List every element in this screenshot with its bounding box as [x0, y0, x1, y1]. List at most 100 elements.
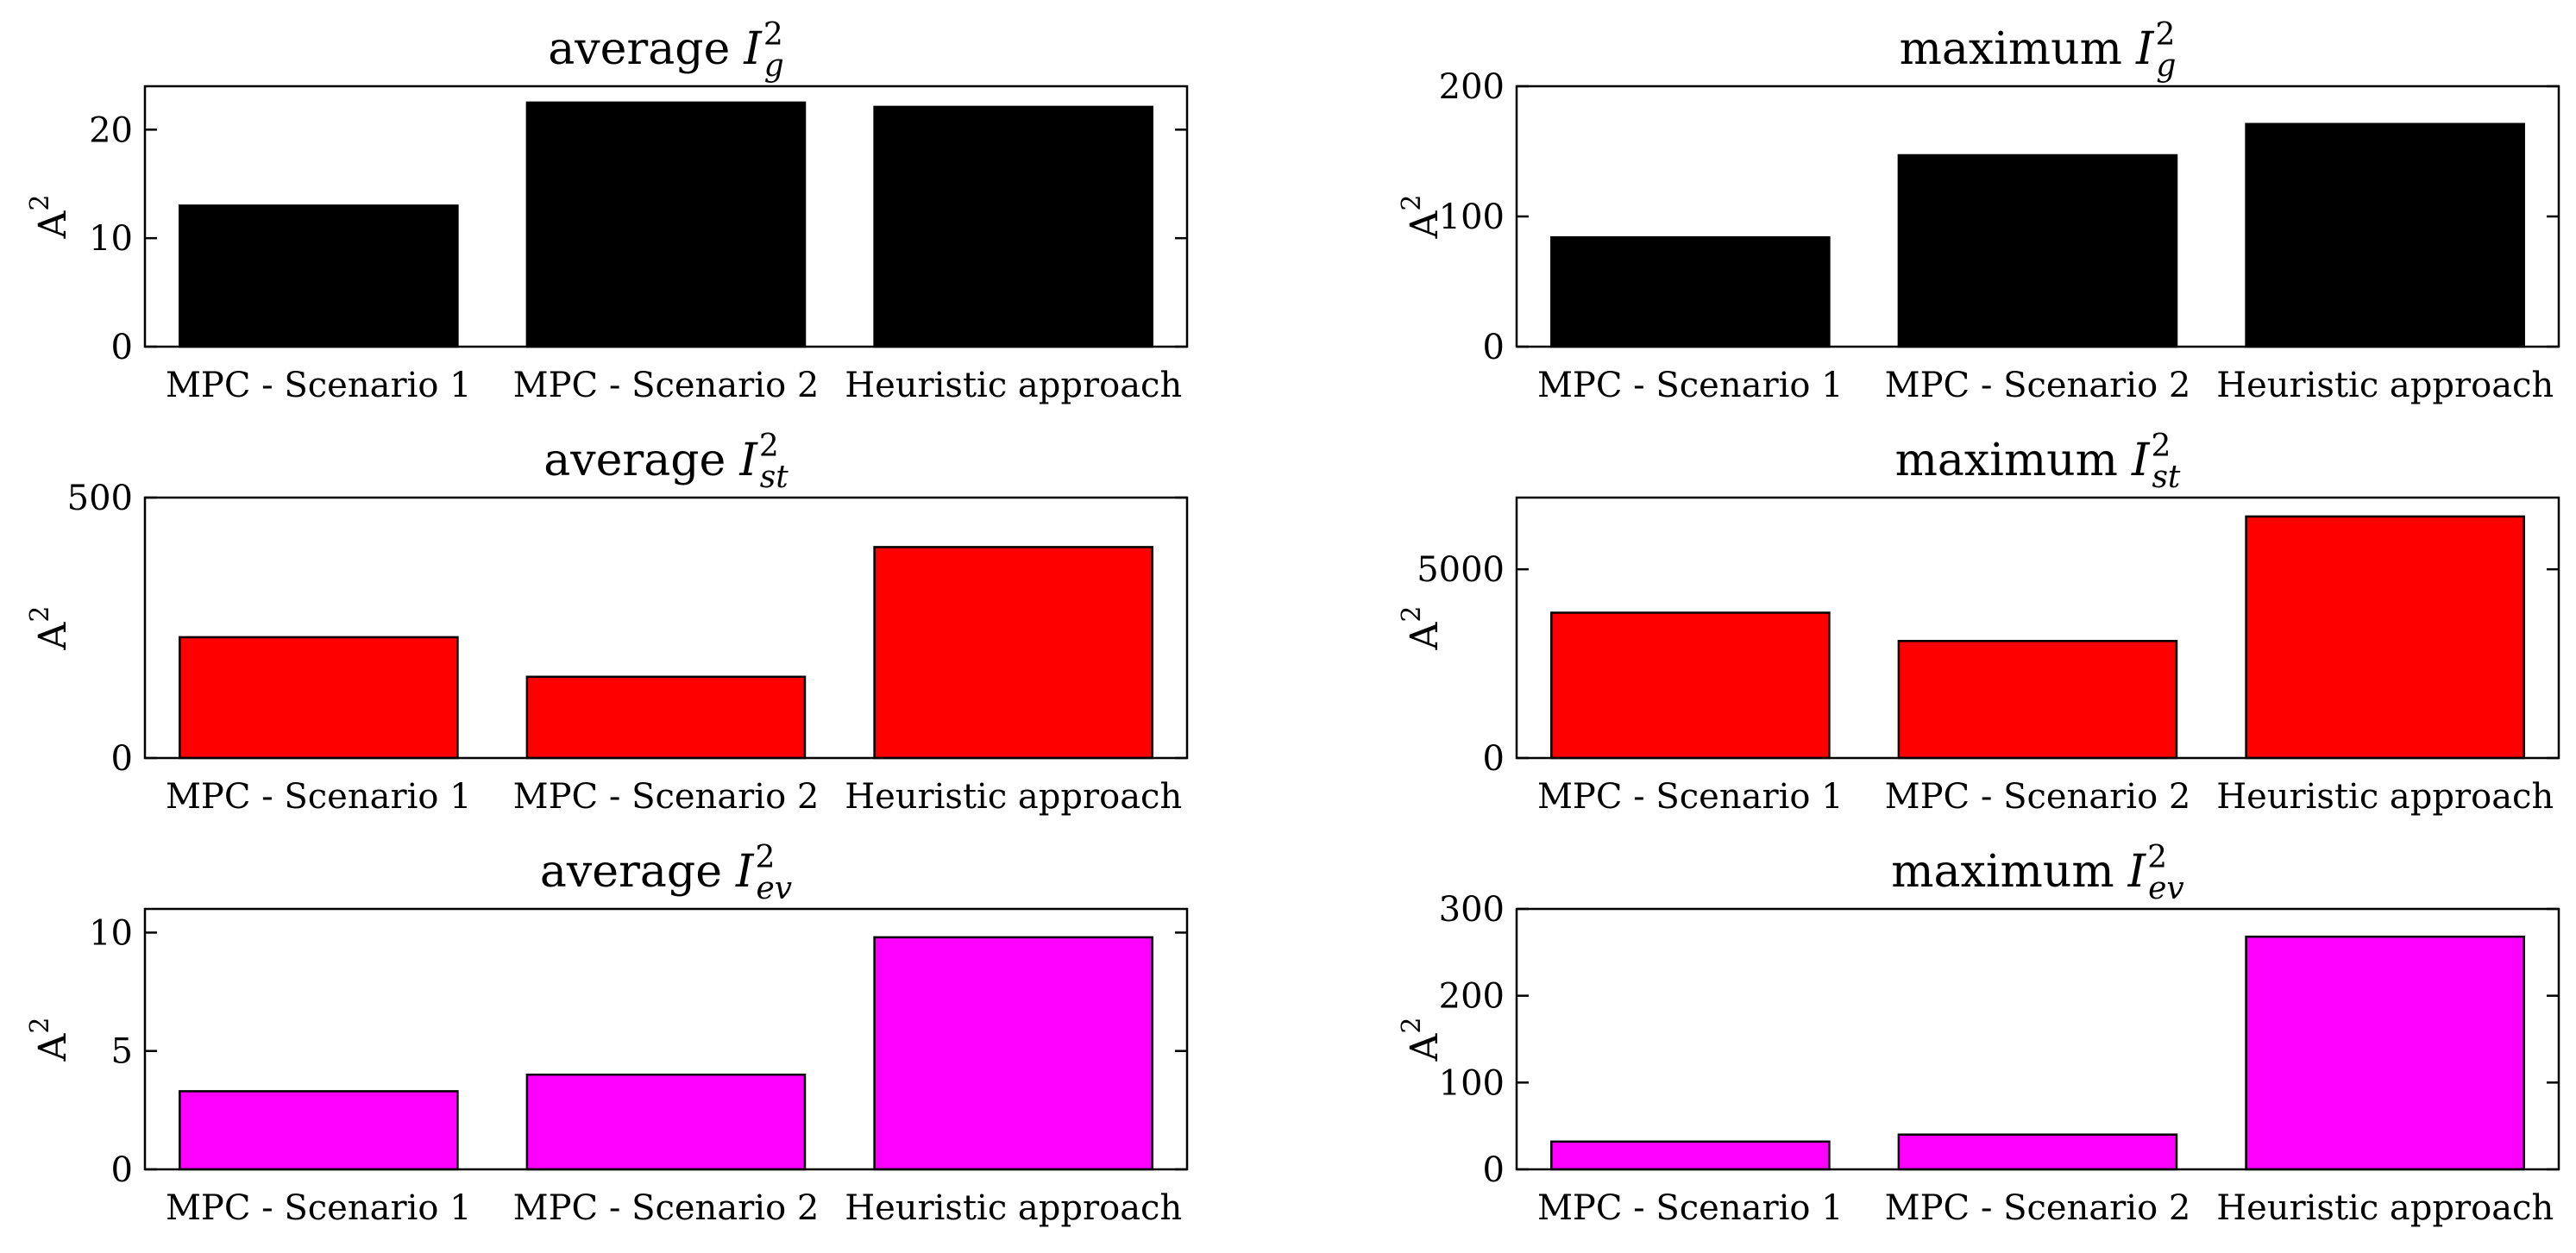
bar-1-3 — [873, 105, 1153, 348]
chart-title-subscript: g — [764, 48, 784, 84]
chart-title-subscript: st — [760, 460, 789, 495]
axes-box — [143, 496, 1189, 760]
y-tick-label: 0 — [1483, 328, 1505, 367]
chart-panel-3: 0 500 MPC - Scenario 1 MPC - Scenario 2 Heur… — [25, 429, 1189, 817]
chart-title-prefix: maximum — [1891, 846, 2114, 898]
bar-5-1 — [179, 1090, 459, 1171]
chart-title-variable: I — [735, 846, 755, 898]
y-tick-label: 100 — [1439, 197, 1505, 237]
chart-title: maximum I2 ev — [1891, 840, 2183, 906]
y-tick-label: 300 — [1439, 890, 1505, 930]
chart-title-prefix: maximum — [1900, 23, 2122, 75]
y-axis-label: A2 — [25, 195, 75, 240]
bar-6-3 — [2245, 935, 2525, 1171]
x-category-label: MPC - Scenario 2 — [513, 777, 820, 817]
chart-title: maximum I2 g — [1900, 17, 2177, 84]
y-axis-label-base: A — [1403, 210, 1447, 239]
axes-box — [143, 85, 1189, 348]
y-axis-label: A2 — [25, 606, 75, 651]
chart-title: average I2 st — [543, 429, 789, 495]
bar-6-1 — [1550, 1140, 1831, 1171]
bar-5-3 — [873, 936, 1153, 1171]
chart-title-variable: I — [738, 435, 758, 486]
y-tick-label: 0 — [111, 739, 133, 779]
bar-2-1 — [1550, 235, 1831, 348]
axes-box — [1515, 907, 2560, 1171]
y-axis-label: A2 — [25, 1018, 75, 1062]
x-category-label: Heuristic approach — [845, 1188, 1182, 1228]
chart-title: average I2 ev — [540, 840, 792, 906]
x-category-label: MPC - Scenario 1 — [166, 1188, 472, 1228]
chart-title-variable: I — [743, 23, 763, 75]
chart-title-prefix: maximum — [1895, 435, 2118, 486]
bar-3-2 — [525, 675, 807, 760]
chart-title-variable: I — [2135, 23, 2155, 75]
y-axis-label-sup: 2 — [1397, 195, 1427, 211]
bar-2-2 — [1897, 153, 2178, 348]
y-axis-label-base: A — [31, 1032, 75, 1062]
x-category-label: MPC - Scenario 1 — [1537, 777, 1844, 817]
axes-box — [143, 907, 1189, 1171]
y-tick-label: 10 — [89, 913, 133, 953]
axes-box — [1515, 496, 2560, 760]
y-tick-label: 5 — [111, 1032, 133, 1072]
x-category-label: Heuristic approach — [2216, 777, 2554, 817]
y-axis-label: A2 — [1397, 1018, 1447, 1062]
x-category-label: Heuristic approach — [845, 777, 1182, 817]
chart-title-variable: I — [2127, 846, 2147, 898]
chart-title-superscript: 2 — [756, 840, 776, 875]
x-category-label: MPC - Scenario 2 — [1885, 1188, 2191, 1228]
x-category-label: Heuristic approach — [845, 366, 1182, 405]
chart-title-subscript: ev — [756, 871, 792, 906]
bar-4-1 — [1550, 611, 1831, 760]
chart-panel-1: 0 10 20 MPC - Scenario 1 MPC - Scenario 2 Heu… — [25, 17, 1189, 405]
bar-1-2 — [525, 101, 807, 348]
bar-6-2 — [1897, 1133, 2178, 1171]
chart-title-variable: I — [2131, 435, 2151, 486]
x-category-label: MPC - Scenario 1 — [1537, 366, 1844, 405]
chart-title-superscript: 2 — [2155, 17, 2175, 53]
y-axis-label-sup: 2 — [1397, 606, 1427, 623]
chart-panel-6: 0 100 200 300 MPC - Scenario 1 MPC - Scenario… — [1397, 840, 2560, 1228]
y-axis-label-base: A — [31, 621, 75, 650]
x-category-label: Heuristic approach — [2216, 1188, 2554, 1228]
y-tick-label: 500 — [67, 479, 133, 518]
x-category-label: MPC - Scenario 2 — [1885, 777, 2191, 817]
bar-4-2 — [1897, 640, 2178, 760]
y-axis-label: A2 — [1397, 195, 1447, 240]
chart-panel-4: 0 5000 MPC - Scenario 1 MPC - Scenario 2 Heu… — [1397, 429, 2560, 817]
chart-panel-2: 0 100 200 MPC - Scenario 1 MPC - Scenario 2 H… — [1397, 17, 2560, 405]
y-axis-label-base: A — [31, 210, 75, 239]
chart-title-prefix: average — [540, 846, 722, 898]
chart-title-superscript: 2 — [759, 429, 779, 464]
y-tick-label: 5000 — [1417, 550, 1505, 590]
y-axis-label-base: A — [1403, 1032, 1447, 1062]
chart-title-subscript: ev — [2148, 871, 2184, 906]
chart-title: maximum I2 st — [1895, 429, 2181, 495]
x-category-label: MPC - Scenario 1 — [166, 366, 472, 405]
bar-1-1 — [179, 204, 459, 348]
chart-title-subscript: g — [2156, 48, 2176, 84]
y-tick-label: 0 — [1483, 1150, 1505, 1190]
chart-title: average I2 g — [548, 17, 784, 84]
y-tick-label: 0 — [1483, 739, 1505, 779]
x-category-label: MPC - Scenario 1 — [166, 777, 472, 817]
y-axis-label-sup: 2 — [25, 195, 55, 211]
y-axis-label-sup: 2 — [1397, 1018, 1427, 1034]
x-category-label: Heuristic approach — [2216, 366, 2554, 405]
x-category-label: MPC - Scenario 2 — [513, 1188, 820, 1228]
y-tick-label: 0 — [111, 1150, 133, 1190]
y-axis-label: A2 — [1397, 606, 1447, 651]
bar-3-3 — [873, 546, 1153, 760]
bar-2-3 — [2245, 122, 2525, 348]
chart-title-superscript: 2 — [2152, 429, 2171, 464]
bar-3-1 — [179, 636, 459, 760]
x-category-label: MPC - Scenario 2 — [513, 366, 820, 405]
chart-title-prefix: average — [543, 435, 726, 486]
y-tick-label: 100 — [1439, 1063, 1505, 1103]
bar-4-3 — [2245, 515, 2525, 760]
y-tick-label: 10 — [89, 219, 133, 259]
y-tick-label: 200 — [1439, 977, 1505, 1017]
chart-title-superscript: 2 — [763, 17, 783, 53]
